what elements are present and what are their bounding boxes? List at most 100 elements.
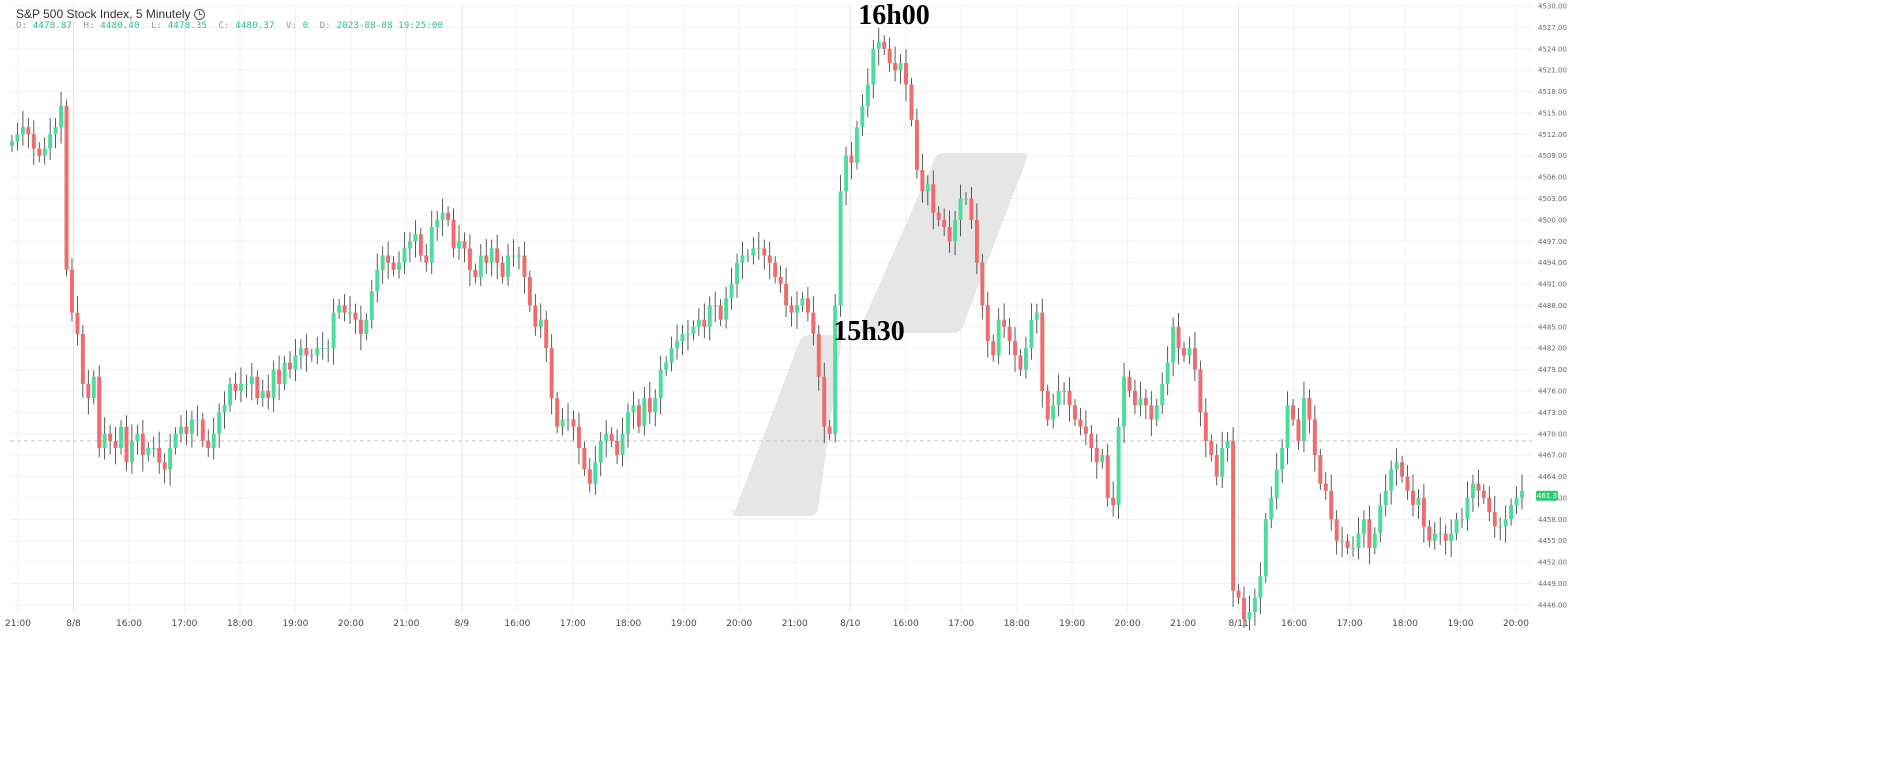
candle-up	[876, 41, 881, 49]
y-tick-label: 4467.00	[1538, 452, 1567, 460]
candle-down	[784, 284, 789, 306]
y-tick-label: 4524.00	[1538, 45, 1567, 53]
candle-up	[735, 262, 739, 285]
candle-up	[15, 134, 20, 142]
candle-down	[718, 305, 723, 320]
y-tick-label: 4494.00	[1538, 259, 1567, 267]
x-tick-label: 17:00	[560, 619, 586, 629]
candle-up	[1056, 390, 1061, 406]
x-tick-label: 16:00	[893, 619, 919, 629]
candle-down	[1105, 455, 1110, 498]
x-tick-label: 18:00	[615, 619, 641, 629]
close-value: 4480.37	[235, 21, 275, 31]
candle-down	[1083, 426, 1088, 434]
x-tick-label: 16:00	[1281, 619, 1307, 629]
candle-down	[1291, 405, 1296, 420]
candle-down	[522, 255, 527, 277]
candle-up	[1258, 576, 1263, 598]
candle-down	[636, 405, 641, 427]
x-tick-label: 8/9	[455, 619, 470, 629]
candle-up	[48, 134, 53, 149]
candle-up	[1051, 405, 1056, 420]
candle-up	[315, 348, 320, 356]
candle-down	[484, 255, 489, 263]
candle-up	[375, 269, 380, 292]
candle-up	[871, 48, 876, 85]
candle-down	[980, 262, 985, 306]
candle-up	[996, 319, 1001, 356]
candle-up	[1252, 597, 1257, 612]
candle-up	[457, 241, 461, 249]
clock-icon[interactable]	[193, 9, 205, 20]
y-tick-label: 4482.00	[1538, 345, 1567, 353]
y-tick-label: 4503.00	[1538, 195, 1567, 203]
x-tick-label: 17:00	[171, 619, 197, 629]
candle-down	[1182, 348, 1186, 356]
candle-down	[31, 134, 36, 149]
candle-up	[59, 105, 64, 128]
candle-up	[696, 319, 701, 327]
candle-up	[91, 376, 96, 399]
candle-down	[1427, 526, 1432, 541]
candle-up	[440, 212, 445, 220]
candle-down	[805, 298, 810, 313]
candle-down	[70, 269, 74, 313]
candle-down	[1481, 490, 1486, 498]
annotation-16h00: 16h00	[858, 0, 930, 31]
candle-up	[435, 219, 440, 228]
candle-up	[135, 433, 140, 441]
x-tick-label: 19:00	[1448, 619, 1474, 629]
candle-down	[446, 212, 451, 220]
candle-down	[811, 312, 816, 334]
x-tick-label: 20:00	[338, 619, 364, 629]
candle-up	[800, 298, 805, 306]
last-price-label: 4461.31	[1533, 492, 1562, 500]
candle-down	[500, 262, 505, 277]
candle-up	[1449, 533, 1454, 541]
candle-up	[1416, 497, 1421, 506]
date-label: D:	[319, 21, 331, 31]
candle-up	[1100, 455, 1105, 463]
candle-down	[26, 127, 31, 135]
y-tick-label: 4512.00	[1538, 131, 1567, 139]
candle-down	[358, 319, 363, 334]
candle-up	[1285, 405, 1290, 449]
x-tick-label: 21:00	[782, 619, 808, 629]
candle-up	[604, 433, 609, 441]
candle-down	[1013, 341, 1017, 356]
candle-up	[1378, 505, 1383, 534]
candle-down	[157, 448, 162, 463]
candle-up	[1460, 519, 1464, 521]
candle-up	[1465, 497, 1470, 520]
y-tick-label: 4521.00	[1538, 67, 1567, 75]
candle-down	[827, 426, 832, 434]
annotation-15h30: 15h30	[833, 316, 905, 347]
candle-down	[914, 120, 919, 170]
y-tick-label: 4491.00	[1538, 281, 1567, 289]
candle-down	[615, 440, 620, 456]
candle-up	[364, 319, 369, 334]
candle-up	[1165, 362, 1170, 384]
candle-up	[854, 127, 859, 163]
candle-up	[860, 105, 865, 128]
high-label: H:	[83, 21, 95, 31]
x-tick-label: 20:00	[726, 619, 752, 629]
candle-down	[1236, 590, 1241, 598]
candle-up	[195, 419, 200, 421]
candle-down	[1149, 405, 1154, 420]
candle-up	[402, 248, 407, 263]
candle-up	[675, 341, 680, 349]
candle-up	[560, 419, 565, 427]
candle-down	[762, 248, 767, 256]
candle-down	[233, 383, 238, 391]
x-tick-label: 8/8	[66, 619, 81, 629]
candle-up	[729, 284, 734, 299]
candle-up	[953, 219, 958, 242]
candle-up	[838, 191, 843, 306]
candle-down	[1334, 519, 1339, 541]
candle-down	[206, 440, 211, 449]
y-tick-label: 4518.00	[1538, 88, 1567, 96]
candle-up	[337, 305, 342, 313]
